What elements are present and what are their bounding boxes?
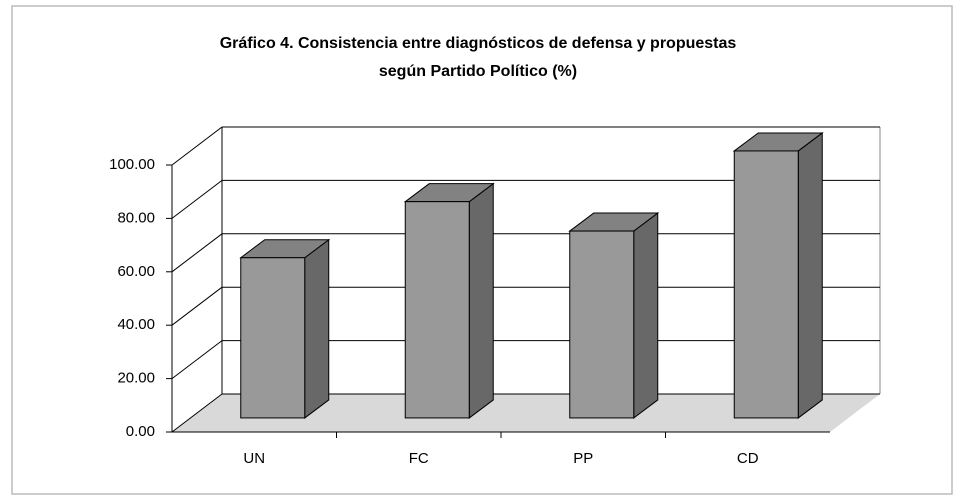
bar xyxy=(404,201,470,419)
y-tick-label: 100.00 xyxy=(109,156,155,173)
x-tick-label: PP xyxy=(573,450,593,467)
bar xyxy=(240,257,306,419)
grid-line xyxy=(171,233,223,273)
y-tick-label: 20.00 xyxy=(117,370,155,387)
chart-title: según Partido Político (%) xyxy=(379,63,577,80)
bar-side xyxy=(797,131,823,419)
chart-title: Gráfico 4. Consistencia entre diagnóstic… xyxy=(220,35,737,52)
floor xyxy=(172,394,880,432)
bar xyxy=(733,150,799,419)
x-tick-label: FC xyxy=(409,450,429,467)
grid-line xyxy=(171,126,223,166)
grid-line xyxy=(171,286,223,326)
y-tick-label: 60.00 xyxy=(117,263,155,280)
bar-side xyxy=(468,182,494,419)
y-tick-label: 80.00 xyxy=(117,209,155,226)
grid-line xyxy=(171,393,223,433)
x-tick-label: UN xyxy=(243,450,265,467)
bar-side xyxy=(304,238,330,419)
y-tick-label: 0.00 xyxy=(126,423,155,440)
x-tick-label: CD xyxy=(737,450,759,467)
bar-side xyxy=(633,212,659,419)
y-tick-label: 40.00 xyxy=(117,316,155,333)
grid-line xyxy=(171,180,223,219)
grid-line xyxy=(171,340,223,379)
bar xyxy=(569,230,635,419)
